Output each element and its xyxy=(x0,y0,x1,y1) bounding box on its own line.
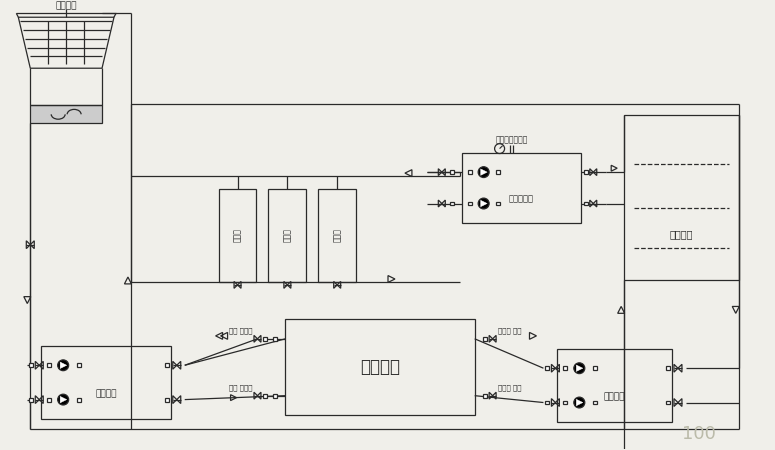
Polygon shape xyxy=(480,200,487,207)
Circle shape xyxy=(57,360,69,371)
Bar xyxy=(268,189,306,282)
Bar xyxy=(47,363,51,367)
Bar xyxy=(557,349,672,422)
Text: 100: 100 xyxy=(682,425,716,443)
Bar xyxy=(546,366,549,370)
Bar xyxy=(563,400,567,405)
Bar xyxy=(30,105,102,123)
Bar xyxy=(467,170,472,174)
Bar xyxy=(563,366,567,370)
Bar xyxy=(495,202,500,206)
Bar xyxy=(285,319,474,415)
Bar xyxy=(666,366,670,370)
Text: 生产线: 生产线 xyxy=(283,229,292,242)
Bar xyxy=(274,337,277,341)
Circle shape xyxy=(574,363,585,374)
Bar xyxy=(495,170,500,174)
Circle shape xyxy=(478,167,489,178)
Polygon shape xyxy=(480,169,487,176)
Bar xyxy=(29,398,33,401)
Polygon shape xyxy=(60,396,67,403)
Circle shape xyxy=(57,394,69,405)
Bar xyxy=(165,398,169,401)
Bar xyxy=(264,337,267,341)
Polygon shape xyxy=(60,362,67,369)
Text: 生产线: 生产线 xyxy=(332,229,342,242)
Bar xyxy=(593,366,598,370)
Bar xyxy=(666,400,670,405)
Bar xyxy=(319,189,356,282)
Text: 压力输送泵: 压力输送泵 xyxy=(509,194,534,203)
Bar xyxy=(274,394,277,398)
Bar xyxy=(29,363,33,367)
Bar xyxy=(593,400,598,405)
Bar xyxy=(467,202,472,206)
Bar xyxy=(584,170,588,174)
Text: 阀阀 软接头: 阀阀 软接头 xyxy=(229,328,253,334)
Bar xyxy=(483,337,487,341)
Text: 压力表、温度计: 压力表、温度计 xyxy=(495,135,528,144)
Text: 阀阀 软接头: 阀阀 软接头 xyxy=(229,384,253,391)
Text: 冷冻机组: 冷冻机组 xyxy=(360,358,400,376)
Text: 冷却水塔: 冷却水塔 xyxy=(55,1,77,10)
Bar xyxy=(624,115,739,280)
Circle shape xyxy=(478,198,489,209)
Bar xyxy=(483,394,487,398)
Text: 冰水水筒: 冰水水筒 xyxy=(670,229,693,239)
Bar xyxy=(584,202,588,206)
Text: 冷却水筒: 冷却水筒 xyxy=(604,392,625,401)
Bar xyxy=(219,189,257,282)
Circle shape xyxy=(574,397,585,408)
Text: 软接头 阀阀: 软接头 阀阀 xyxy=(498,328,522,334)
Bar xyxy=(78,398,81,401)
Text: 软接头 阀阀: 软接头 阀阀 xyxy=(498,384,522,391)
Polygon shape xyxy=(577,365,583,371)
Bar xyxy=(264,394,267,398)
Bar xyxy=(41,346,170,419)
Bar xyxy=(546,400,549,405)
Bar xyxy=(78,363,81,367)
Text: 冷却水泵: 冷却水泵 xyxy=(95,389,117,398)
Bar xyxy=(47,398,51,401)
Bar xyxy=(449,170,453,174)
Polygon shape xyxy=(577,399,583,406)
Text: 生产线: 生产线 xyxy=(233,229,242,242)
Bar xyxy=(462,153,581,223)
Bar xyxy=(449,202,453,206)
Bar xyxy=(165,363,169,367)
